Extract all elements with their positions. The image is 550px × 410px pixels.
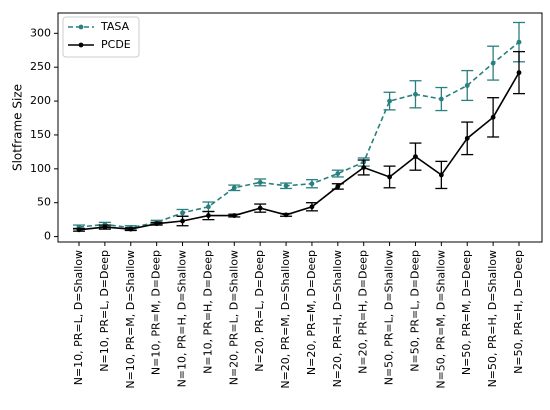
x-tick-label: N=20, PR=L, D=Deep <box>253 250 266 372</box>
data-point <box>413 91 418 97</box>
data-point <box>257 179 263 185</box>
data-point <box>206 213 211 218</box>
data-point <box>516 70 522 76</box>
x-axis: N=10, PR=L, D=Shallow N=10, PR=L, D=Deep N… <box>72 242 525 389</box>
x-tick-label: N=20, PR=L, D=Shallow <box>227 250 240 385</box>
x-tick-label: N=20, PR=H, D=Shallow <box>331 250 344 387</box>
x-tick-label: N=10, PR=L, D=Deep <box>98 250 111 372</box>
data-point <box>387 174 392 180</box>
x-tick-label: N=20, PR=H, D=Deep <box>357 250 370 374</box>
y-tick-label: 50 <box>37 196 51 209</box>
data-point <box>309 204 315 210</box>
y-axis-label: Slotframe Size <box>11 84 25 171</box>
data-point <box>283 183 289 189</box>
data-point <box>309 181 315 187</box>
y-axis: 0 50 100 150 200 250 300 <box>30 26 58 243</box>
data-point <box>102 224 108 230</box>
data-point <box>231 213 237 218</box>
y-tick-label: 300 <box>30 26 51 39</box>
data-point <box>413 154 418 160</box>
x-tick-label: N=50, PR=L, D=Deep <box>408 250 421 372</box>
data-point <box>464 83 470 88</box>
data-point <box>464 135 470 141</box>
legend: TASA PCDE <box>62 16 140 58</box>
legend-swatch-marker <box>78 24 84 30</box>
data-point <box>154 221 160 227</box>
x-tick-label: N=50, PR=H, D=Deep <box>512 250 525 374</box>
data-point <box>76 227 82 233</box>
x-tick-label: N=10, PR=M, D=Shallow <box>124 250 137 389</box>
legend-swatch-marker <box>78 42 84 48</box>
x-tick-label: N=20, PR=M, D=Shallow <box>279 250 292 389</box>
data-point <box>180 210 185 216</box>
legend-label-pcde: PCDE <box>101 38 131 51</box>
data-point <box>438 172 444 178</box>
series-line <box>78 41 520 229</box>
x-tick-label: N=10, PR=H, D=Shallow <box>176 250 189 387</box>
data-point <box>128 226 134 232</box>
series-line <box>78 72 520 231</box>
plot-frame <box>57 12 543 243</box>
x-tick-label: N=50, PR=H, D=Shallow <box>486 250 499 387</box>
y-tick-label: 100 <box>30 162 51 175</box>
x-tick-label: N=50, PR=M, D=Shallow <box>434 250 447 389</box>
data-point <box>335 184 341 189</box>
x-tick-label: N=50, PR=L, D=Shallow <box>383 250 396 385</box>
data-point <box>231 185 237 191</box>
data-point <box>206 204 211 210</box>
data-point <box>490 114 496 120</box>
data-point <box>490 60 496 66</box>
data-point <box>361 165 367 170</box>
y-tick-label: 200 <box>30 94 51 107</box>
y-tick-label: 0 <box>44 230 51 243</box>
data-point <box>438 96 444 102</box>
data-point <box>387 98 392 104</box>
series-layer <box>73 21 525 233</box>
x-tick-label: N=10, PR=H, D=Deep <box>201 250 214 374</box>
series-pcde <box>73 50 525 233</box>
y-tick-label: 250 <box>30 60 51 73</box>
x-tick-label: N=50, PR=M, D=Deep <box>460 250 473 375</box>
data-point <box>516 39 522 45</box>
data-point <box>257 205 263 211</box>
x-tick-label: N=20, PR=M, D=Deep <box>305 250 318 375</box>
data-point <box>335 171 341 176</box>
data-point <box>180 218 185 224</box>
x-tick-label: N=10, PR=L, D=Shallow <box>72 250 85 385</box>
x-tick-label: N=10, PR=M, D=Deep <box>150 250 163 375</box>
legend-label-tasa: TASA <box>100 20 130 33</box>
data-point <box>283 212 289 218</box>
y-tick-label: 150 <box>30 128 51 141</box>
